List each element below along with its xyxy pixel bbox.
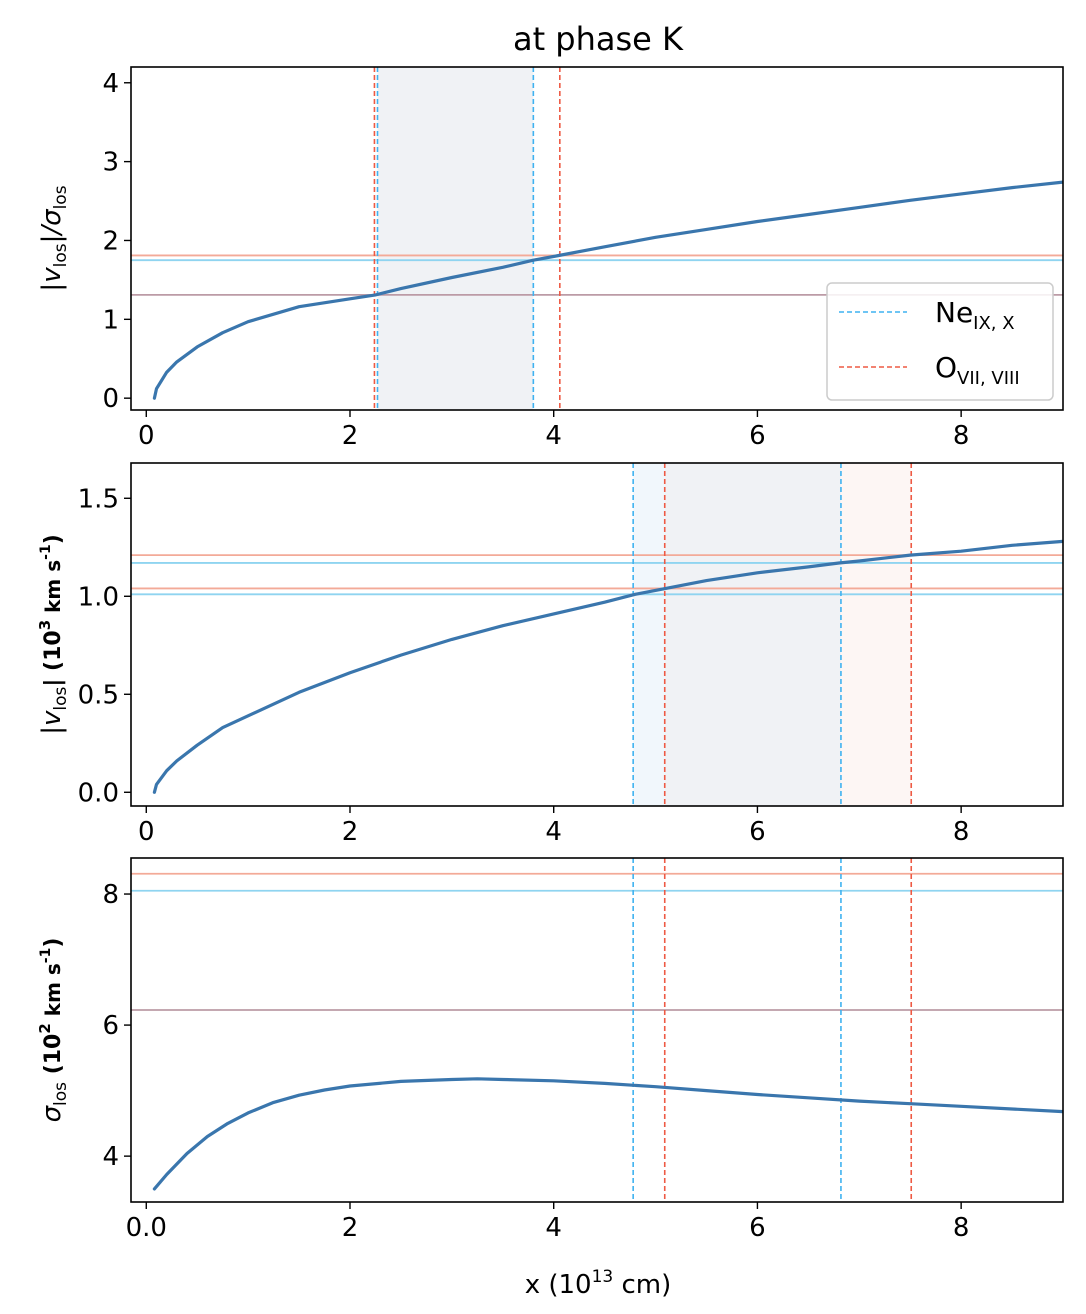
axes-frame-bottom bbox=[130, 857, 1064, 1203]
y-tick-label: 0 bbox=[102, 384, 119, 414]
x-tick-label: 8 bbox=[953, 817, 970, 847]
x-tick-label: 6 bbox=[749, 1213, 766, 1243]
x-tick-label: 4 bbox=[545, 421, 562, 451]
y-tick-label: 4 bbox=[102, 1142, 119, 1172]
y-tick-label: 1.0 bbox=[78, 582, 119, 612]
y-tick-label: 1.5 bbox=[78, 484, 119, 514]
y-tick-label: 8 bbox=[102, 880, 119, 910]
y-tick-label: 1 bbox=[102, 305, 119, 335]
x-tick-label: 0 bbox=[138, 817, 155, 847]
axes-frame-top bbox=[130, 66, 1064, 411]
x-tick-label: 2 bbox=[342, 1213, 359, 1243]
legend-label-o: OVII, VIII bbox=[935, 351, 1020, 389]
shaded-band-red bbox=[840, 463, 912, 806]
plot-area-bottom bbox=[131, 858, 1063, 1202]
shaded-band-gray bbox=[664, 463, 841, 806]
data-curve-top bbox=[152, 180, 1063, 400]
x-tick-label: 8 bbox=[953, 421, 970, 451]
y-axis-label: |vlos| (103 km s-1) bbox=[36, 534, 71, 735]
x-tick-label: 8 bbox=[953, 1213, 970, 1243]
x-tick-label: 2 bbox=[342, 817, 359, 847]
x-tick-label: 4 bbox=[545, 817, 562, 847]
panel-top: 0 2 4 6 8 0 1 2 3 4 |vlos|/σlos NeIX, X OVII, VIII bbox=[37, 66, 1064, 451]
x-tick-label: 6 bbox=[749, 817, 766, 847]
x-tick-label: 2 bbox=[342, 421, 359, 451]
x-axis-label: x (1013 cm) bbox=[525, 1267, 672, 1300]
y-tick-label: 4 bbox=[102, 69, 119, 99]
y-tick-label: 6 bbox=[102, 1011, 119, 1041]
x-tick-label: 0 bbox=[138, 421, 155, 451]
plot-area-top bbox=[131, 67, 1063, 410]
panel-middle: 0 2 4 6 8 0.0 0.5 1.0 1.5|vlos| (103 km s-1) bbox=[36, 462, 1064, 847]
figure-title: at phase K bbox=[513, 20, 684, 58]
legend: NeIX, X OVII, VIII bbox=[826, 282, 1054, 401]
y-tick-label: 0.0 bbox=[78, 778, 119, 808]
legend-label-ne: NeIX, X bbox=[935, 296, 1015, 334]
x-tick-label: 0.0 bbox=[126, 1213, 167, 1243]
data-curve-bottom bbox=[152, 1077, 1063, 1191]
x-tick-label: 6 bbox=[749, 421, 766, 451]
plot-area-middle bbox=[131, 463, 1063, 806]
shaded-band-blue bbox=[633, 463, 665, 806]
shaded-band-gray bbox=[377, 67, 534, 410]
x-tick-label: 4 bbox=[545, 1213, 562, 1243]
data-curve-middle bbox=[152, 539, 1063, 794]
y-tick-label: 3 bbox=[102, 148, 119, 178]
y-tick-label: 0.5 bbox=[78, 680, 119, 710]
panel-bottom: 0.0 2 4 6 8 4 6 8 σlos (102 km s-1) x (1013 cm) bbox=[36, 857, 1064, 1300]
y-tick-label: 2 bbox=[102, 226, 119, 256]
y-axis-label: σlos (102 km s-1) bbox=[36, 938, 71, 1123]
axes-frame-middle bbox=[130, 462, 1064, 807]
y-axis-label: |vlos|/σlos bbox=[37, 185, 71, 291]
